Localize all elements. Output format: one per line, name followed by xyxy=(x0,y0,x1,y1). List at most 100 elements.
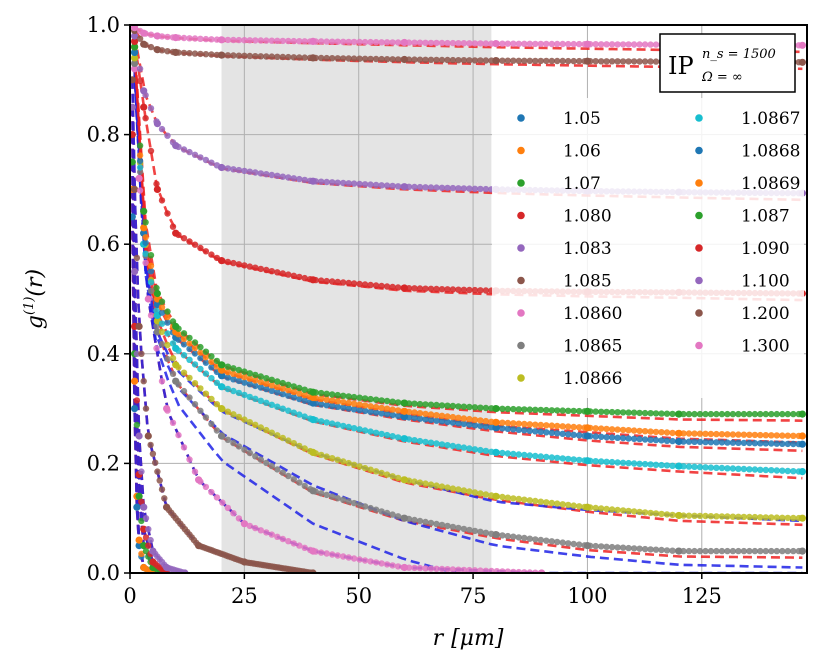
data-point xyxy=(163,503,171,511)
series-marker xyxy=(147,262,155,269)
legend-marker xyxy=(695,179,703,187)
data-point xyxy=(492,492,500,500)
series-marker xyxy=(724,410,731,418)
series-marker xyxy=(136,164,144,171)
series-marker xyxy=(493,568,501,573)
series-marker xyxy=(548,57,555,65)
data-point xyxy=(309,177,317,185)
series-marker xyxy=(235,52,243,59)
series-marker xyxy=(762,440,769,447)
series-marker xyxy=(186,334,193,342)
series-marker xyxy=(142,515,150,522)
series-marker xyxy=(372,282,380,289)
series-marker xyxy=(329,455,336,462)
data-point xyxy=(131,43,139,51)
series-marker xyxy=(323,38,330,45)
data-point xyxy=(492,57,500,65)
legend: 1.05 1.06 1.07 1.080 1.083 1.085 1.0860 1.0865 1… xyxy=(492,98,804,398)
series-marker xyxy=(427,56,435,63)
series-marker xyxy=(323,453,330,460)
series-marker xyxy=(636,545,643,552)
series-marker xyxy=(186,238,193,245)
series-marker xyxy=(235,166,243,174)
series-marker xyxy=(416,56,424,63)
series-marker xyxy=(257,373,264,380)
series-marker xyxy=(296,38,303,45)
x-tick-label: 125 xyxy=(682,584,722,608)
series-marker xyxy=(394,412,402,420)
series-marker xyxy=(482,491,490,498)
series-marker xyxy=(153,180,160,188)
data-point xyxy=(798,514,807,522)
series-marker xyxy=(389,406,396,413)
series-marker xyxy=(224,436,232,443)
legend-marker xyxy=(695,146,703,155)
series-marker xyxy=(241,391,248,399)
data-point xyxy=(153,32,161,40)
series-marker xyxy=(180,335,188,342)
series-marker xyxy=(444,418,451,426)
series-marker xyxy=(136,77,144,85)
data-point xyxy=(131,185,139,193)
series-marker xyxy=(383,397,391,405)
series-marker xyxy=(619,507,627,514)
series-marker xyxy=(702,410,709,418)
series-marker xyxy=(570,456,577,463)
series-1.0869 xyxy=(131,43,807,440)
series-marker xyxy=(718,464,726,472)
series-marker xyxy=(751,466,759,473)
red-fit-line xyxy=(133,52,803,480)
series-marker xyxy=(427,416,435,424)
series-marker xyxy=(548,422,555,429)
series-marker xyxy=(482,417,490,425)
data-point xyxy=(675,462,683,470)
series-marker xyxy=(537,421,544,429)
series-marker xyxy=(790,547,797,555)
series-marker xyxy=(191,468,199,475)
x-tick-label: 50 xyxy=(345,584,372,608)
legend-marker xyxy=(517,374,525,382)
series-marker xyxy=(702,438,709,446)
series-marker xyxy=(394,434,402,441)
series-marker xyxy=(422,410,429,418)
series-marker xyxy=(340,38,347,45)
series-marker xyxy=(318,418,325,425)
series-marker xyxy=(598,408,605,415)
series-marker xyxy=(263,375,270,382)
series-marker xyxy=(762,514,769,521)
data-point xyxy=(172,229,180,237)
series-marker xyxy=(647,428,654,435)
series-marker xyxy=(175,431,182,439)
series-marker xyxy=(482,423,490,430)
series-marker xyxy=(263,53,270,60)
legend-label: 1.100 xyxy=(741,272,790,292)
series-marker xyxy=(438,402,446,409)
data-point xyxy=(131,25,139,32)
data-point xyxy=(400,399,409,407)
series-marker xyxy=(383,39,391,46)
series-marker xyxy=(329,38,336,45)
series-marker xyxy=(477,185,484,193)
series-marker xyxy=(389,562,396,569)
series-marker xyxy=(433,417,440,424)
series-marker xyxy=(685,512,693,519)
series-marker xyxy=(619,434,627,442)
series-marker xyxy=(372,506,380,513)
series-marker xyxy=(411,400,418,407)
series-marker xyxy=(554,40,561,48)
series-marker xyxy=(532,40,539,48)
series-marker xyxy=(235,36,243,44)
series-marker xyxy=(296,411,303,418)
series-marker xyxy=(592,408,599,415)
series-marker xyxy=(378,404,385,412)
data-point xyxy=(583,407,592,415)
series-marker xyxy=(554,430,561,437)
series-marker xyxy=(625,544,632,552)
series-marker xyxy=(658,429,665,436)
series-marker xyxy=(504,425,511,432)
series-marker xyxy=(499,40,506,47)
series-marker xyxy=(213,427,221,434)
series-1.083 xyxy=(130,103,189,573)
series-marker xyxy=(147,31,155,38)
series-marker xyxy=(444,522,451,530)
